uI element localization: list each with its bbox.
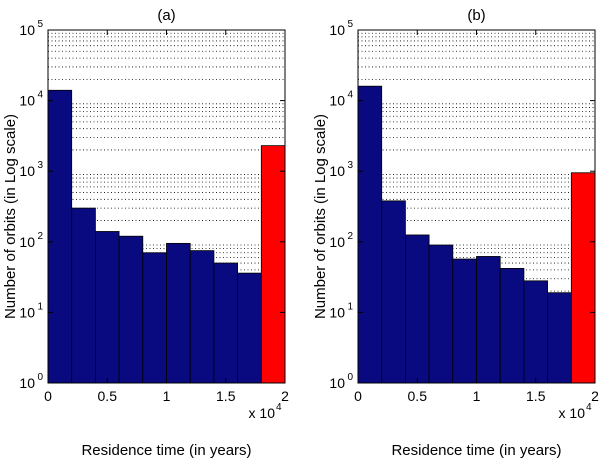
chart-panel-b: 10 010 110 210 310 410 50 0.5 1 1.5 2x 10 4(b)Resid… bbox=[312, 7, 599, 458]
y-axis-label: Number of orbits (in Log scale) bbox=[312, 114, 329, 319]
y-tick-base: 10 bbox=[329, 304, 345, 320]
x-tick-label: 2 bbox=[281, 388, 289, 404]
bar bbox=[189, 250, 215, 384]
y-tick-label: 10 bbox=[19, 304, 35, 320]
y-tick-exponent: 2 bbox=[37, 231, 43, 242]
chart-title: (a) bbox=[157, 7, 175, 24]
y-tick-base: 10 bbox=[19, 22, 35, 38]
x-multiplier-exponent: 4 bbox=[276, 402, 282, 413]
y-tick-base: 10 bbox=[329, 234, 345, 250]
bar bbox=[499, 267, 525, 384]
x-multiplier-exponent: 4 bbox=[586, 402, 592, 413]
y-tick-exponent: 3 bbox=[347, 160, 353, 171]
x-tick-label: 0.5 bbox=[98, 388, 118, 404]
y-tick-base: 10 bbox=[329, 22, 345, 38]
y-tick-label: 10 bbox=[329, 375, 345, 391]
bar bbox=[260, 145, 286, 384]
x-tick-label: 0 bbox=[354, 388, 362, 404]
y-tick-exponent: 4 bbox=[37, 90, 43, 101]
y-tick-base: 10 bbox=[19, 375, 35, 391]
y-tick-base: 10 bbox=[19, 163, 35, 179]
y-tick-exponent: 1 bbox=[37, 301, 43, 312]
y-tick-label: 10 bbox=[329, 163, 345, 179]
bar bbox=[118, 235, 144, 384]
chart-title: (b) bbox=[467, 7, 485, 24]
y-tick-base: 10 bbox=[19, 234, 35, 250]
y-tick-exponent: 0 bbox=[37, 372, 43, 383]
bar bbox=[381, 200, 406, 384]
y-tick-exponent: 1 bbox=[347, 301, 353, 312]
bar bbox=[71, 207, 96, 384]
y-tick-base: 10 bbox=[329, 93, 345, 109]
bar bbox=[570, 172, 596, 384]
bar bbox=[476, 256, 501, 384]
chart-panel-a: 10 010 110 210 310 410 50 0.5 1 1.5 2x 10 4(a)Resid… bbox=[2, 7, 289, 458]
y-tick-exponent: 3 bbox=[37, 160, 43, 171]
y-tick-exponent: 0 bbox=[347, 372, 353, 383]
y-tick-base: 10 bbox=[19, 304, 35, 320]
y-tick-base: 10 bbox=[329, 375, 345, 391]
bar bbox=[428, 244, 454, 384]
x-tick-label: 1.5 bbox=[526, 388, 546, 404]
y-tick-exponent: 5 bbox=[37, 19, 43, 30]
bar bbox=[166, 242, 191, 384]
bar bbox=[213, 262, 238, 384]
y-tick-label: 10 bbox=[329, 234, 345, 250]
x-tick-label: 2 bbox=[591, 388, 599, 404]
bar bbox=[523, 280, 549, 384]
y-tick-exponent: 4 bbox=[347, 90, 353, 101]
y-tick-label: 10 bbox=[329, 22, 345, 38]
bar bbox=[142, 252, 167, 384]
y-tick-label: 10 bbox=[329, 93, 345, 109]
y-tick-label: 10 bbox=[19, 22, 35, 38]
x-tick-label: 0 bbox=[44, 388, 52, 404]
bar bbox=[452, 258, 477, 384]
y-tick-label: 10 bbox=[19, 234, 35, 250]
x-multiplier: x 10 bbox=[249, 405, 276, 421]
y-tick-exponent: 5 bbox=[347, 19, 353, 30]
y-tick-exponent: 2 bbox=[347, 231, 353, 242]
bar bbox=[237, 272, 262, 384]
x-tick-label: 0.5 bbox=[408, 388, 428, 404]
y-tick-base: 10 bbox=[19, 93, 35, 109]
x-multiplier: x 10 bbox=[559, 405, 586, 421]
x-tick-label: 1 bbox=[163, 388, 171, 404]
bar bbox=[547, 292, 572, 384]
y-tick-label: 10 bbox=[19, 163, 35, 179]
x-tick-label: 1.5 bbox=[216, 388, 236, 404]
bar bbox=[357, 85, 383, 384]
x-axis-label: Residence time (in years) bbox=[391, 442, 561, 458]
bar bbox=[47, 89, 73, 384]
y-tick-base: 10 bbox=[329, 163, 345, 179]
x-axis-label: Residence time (in years) bbox=[81, 442, 251, 458]
bar bbox=[95, 231, 120, 384]
y-axis-label: Number of orbits (in Log scale) bbox=[2, 114, 19, 319]
x-tick-label: 1 bbox=[473, 388, 481, 404]
y-tick-label: 10 bbox=[329, 304, 345, 320]
y-tick-label: 10 bbox=[19, 375, 35, 391]
bar bbox=[404, 234, 430, 384]
y-tick-label: 10 bbox=[19, 93, 35, 109]
